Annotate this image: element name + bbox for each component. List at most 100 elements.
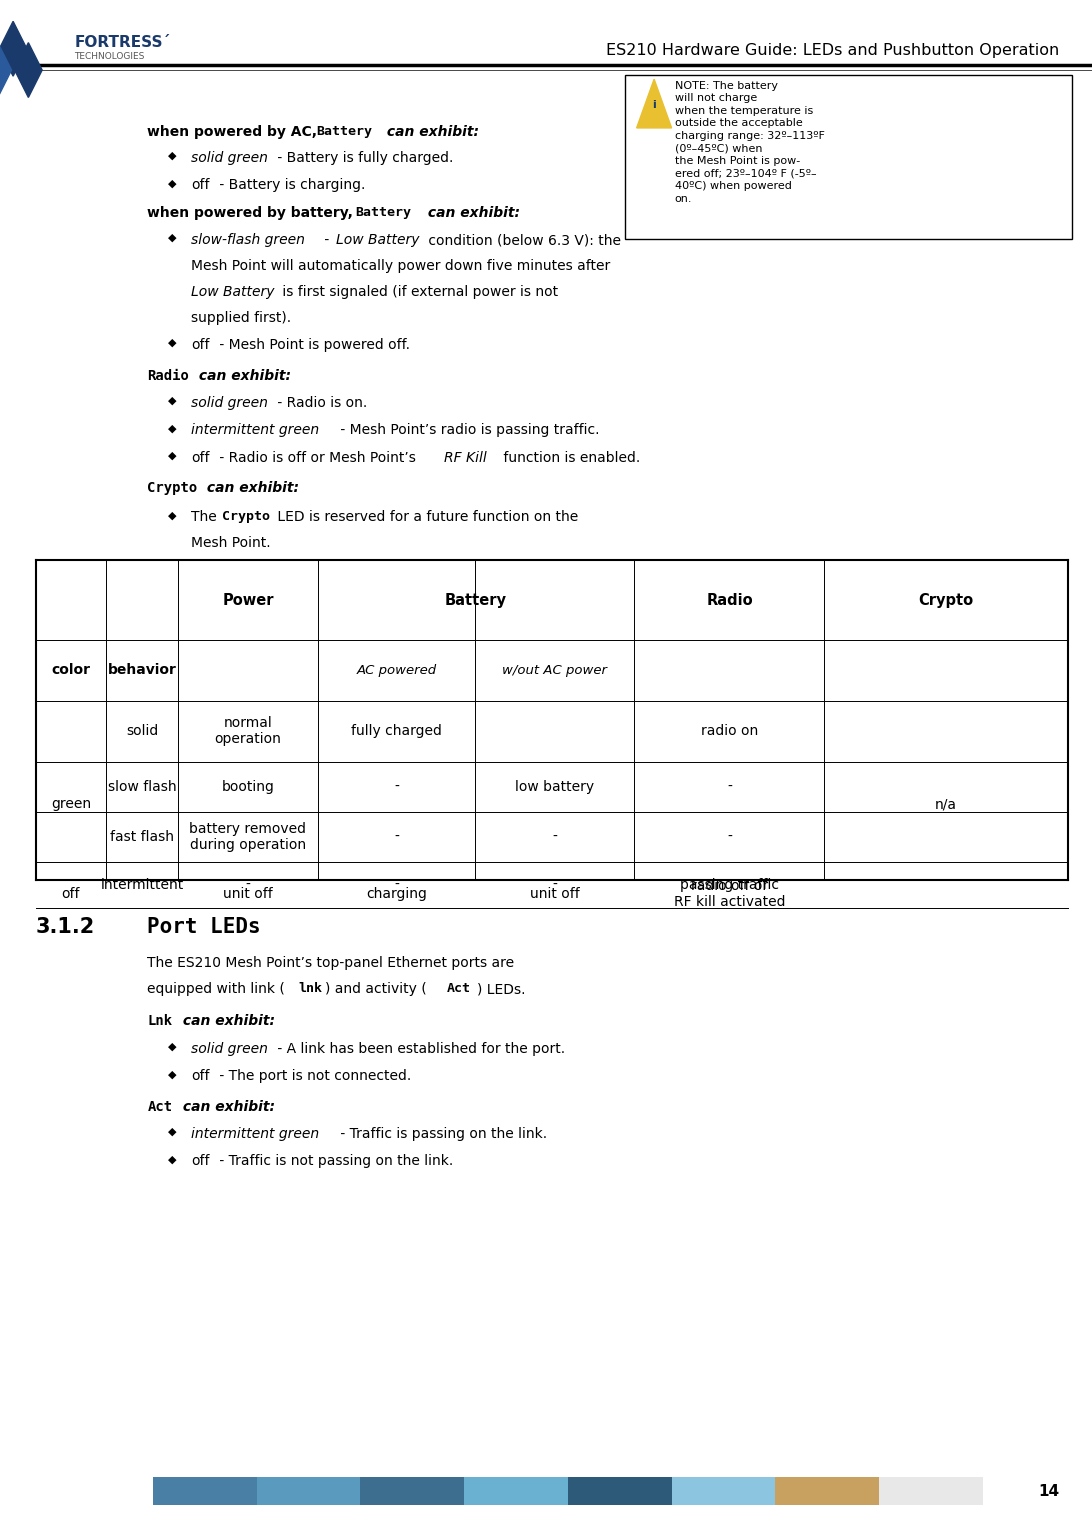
Text: when powered by AC,: when powered by AC, bbox=[147, 125, 322, 139]
Text: 3.1.2: 3.1.2 bbox=[36, 917, 95, 937]
Text: supplied first).: supplied first). bbox=[191, 311, 292, 324]
Text: Mesh Point will automatically power down five minutes after: Mesh Point will automatically power down… bbox=[191, 259, 610, 273]
Text: - Traffic is not passing on the link.: - Traffic is not passing on the link. bbox=[215, 1154, 453, 1168]
Text: when powered by battery,: when powered by battery, bbox=[147, 206, 358, 219]
Text: TECHNOLOGIES: TECHNOLOGIES bbox=[74, 52, 144, 61]
Text: intermittent green: intermittent green bbox=[191, 423, 319, 437]
Text: unit off: unit off bbox=[223, 886, 273, 902]
Text: - Radio is on.: - Radio is on. bbox=[273, 396, 367, 410]
FancyBboxPatch shape bbox=[568, 1477, 672, 1505]
Text: off: off bbox=[191, 451, 210, 465]
Text: - Mesh Point is powered off.: - Mesh Point is powered off. bbox=[215, 338, 411, 352]
Text: Power: Power bbox=[222, 592, 274, 608]
Text: can exhibit:: can exhibit: bbox=[423, 206, 520, 219]
Text: Low Battery: Low Battery bbox=[191, 285, 274, 299]
Text: - Mesh Point’s radio is passing traffic.: - Mesh Point’s radio is passing traffic. bbox=[336, 423, 600, 437]
Text: Lnk: Lnk bbox=[147, 1014, 173, 1028]
Text: ) and activity (: ) and activity ( bbox=[325, 982, 427, 996]
Text: radio on: radio on bbox=[701, 723, 758, 739]
FancyBboxPatch shape bbox=[625, 75, 1072, 239]
Text: solid green: solid green bbox=[191, 396, 268, 410]
Text: ◆: ◆ bbox=[168, 178, 177, 189]
Text: charging: charging bbox=[366, 886, 427, 902]
Text: ◆: ◆ bbox=[168, 1154, 177, 1165]
Text: ◆: ◆ bbox=[168, 338, 177, 349]
Text: Crypto: Crypto bbox=[222, 510, 270, 524]
Text: slow flash: slow flash bbox=[108, 780, 176, 793]
Text: Radio: Radio bbox=[707, 592, 752, 608]
Text: equipped with link (: equipped with link ( bbox=[147, 982, 285, 996]
Text: i: i bbox=[652, 101, 656, 110]
Text: - A link has been established for the port.: - A link has been established for the po… bbox=[273, 1042, 566, 1055]
Text: behavior: behavior bbox=[107, 663, 177, 678]
Text: - The port is not connected.: - The port is not connected. bbox=[215, 1069, 412, 1083]
Text: - Battery is charging.: - Battery is charging. bbox=[215, 178, 366, 192]
FancyBboxPatch shape bbox=[464, 1477, 568, 1505]
Text: AC powered: AC powered bbox=[356, 664, 437, 676]
Text: Battery: Battery bbox=[446, 592, 507, 608]
Text: Low Battery: Low Battery bbox=[336, 233, 419, 247]
Polygon shape bbox=[14, 43, 43, 97]
Text: off: off bbox=[191, 338, 210, 352]
Text: off: off bbox=[191, 1154, 210, 1168]
Text: off: off bbox=[191, 178, 210, 192]
Text: color: color bbox=[51, 663, 91, 678]
Text: ◆: ◆ bbox=[168, 233, 177, 244]
Text: Crypto: Crypto bbox=[918, 592, 974, 608]
Text: low battery: low battery bbox=[515, 780, 594, 793]
Text: -: - bbox=[394, 780, 399, 793]
Text: fully charged: fully charged bbox=[351, 723, 442, 739]
Text: Crypto: Crypto bbox=[147, 481, 198, 495]
Polygon shape bbox=[0, 21, 27, 76]
FancyBboxPatch shape bbox=[672, 1477, 775, 1505]
Text: can exhibit:: can exhibit: bbox=[178, 1100, 275, 1113]
Text: ES210 Hardware Guide: LEDs and Pushbutton Operation: ES210 Hardware Guide: LEDs and Pushbutto… bbox=[606, 43, 1059, 58]
Text: solid: solid bbox=[126, 723, 158, 739]
Text: intermittent green: intermittent green bbox=[191, 1127, 319, 1141]
Text: ◆: ◆ bbox=[168, 1069, 177, 1080]
Text: ◆: ◆ bbox=[168, 1127, 177, 1138]
Text: -: - bbox=[320, 233, 333, 247]
Text: off: off bbox=[191, 1069, 210, 1083]
Text: ◆: ◆ bbox=[168, 510, 177, 521]
Text: ◆: ◆ bbox=[168, 396, 177, 407]
FancyBboxPatch shape bbox=[257, 1477, 360, 1505]
Text: is first signaled (if external power is not: is first signaled (if external power is … bbox=[278, 285, 559, 299]
Text: function is enabled.: function is enabled. bbox=[499, 451, 640, 465]
Text: can exhibit:: can exhibit: bbox=[194, 369, 292, 382]
Text: w/out AC power: w/out AC power bbox=[502, 664, 607, 676]
Text: battery removed
during operation: battery removed during operation bbox=[189, 822, 307, 851]
Text: radio off or
RF kill activated: radio off or RF kill activated bbox=[674, 879, 785, 909]
Text: green: green bbox=[51, 797, 91, 812]
Text: unit off: unit off bbox=[530, 886, 580, 902]
Text: Act: Act bbox=[447, 982, 471, 996]
Text: ◆: ◆ bbox=[168, 423, 177, 434]
Text: - Traffic is passing on the link.: - Traffic is passing on the link. bbox=[336, 1127, 547, 1141]
Text: can exhibit:: can exhibit: bbox=[382, 125, 479, 139]
Text: ◆: ◆ bbox=[168, 1042, 177, 1052]
Text: lnk: lnk bbox=[298, 982, 322, 996]
Text: NOTE: The battery
will not charge
when the temperature is
outside the acceptable: NOTE: The battery will not charge when t… bbox=[675, 81, 824, 204]
Text: ◆: ◆ bbox=[168, 151, 177, 161]
Text: -: - bbox=[394, 877, 399, 892]
Text: LED is reserved for a future function on the: LED is reserved for a future function on… bbox=[273, 510, 579, 524]
FancyBboxPatch shape bbox=[360, 1477, 464, 1505]
Text: -: - bbox=[394, 830, 399, 844]
Text: The ES210 Mesh Point’s top-panel Ethernet ports are: The ES210 Mesh Point’s top-panel Etherne… bbox=[147, 956, 514, 970]
Text: 14: 14 bbox=[1038, 1483, 1059, 1499]
FancyBboxPatch shape bbox=[775, 1477, 879, 1505]
Text: ◆: ◆ bbox=[168, 451, 177, 461]
Polygon shape bbox=[0, 43, 12, 97]
Text: off: off bbox=[62, 886, 80, 902]
Text: slow-flash green: slow-flash green bbox=[191, 233, 305, 247]
Text: Mesh Point.: Mesh Point. bbox=[191, 536, 271, 550]
Text: - Battery is fully charged.: - Battery is fully charged. bbox=[273, 151, 453, 164]
Text: -: - bbox=[727, 830, 732, 844]
Text: - Radio is off or Mesh Point’s: - Radio is off or Mesh Point’s bbox=[215, 451, 420, 465]
Text: passing traffic: passing traffic bbox=[680, 877, 779, 892]
Text: -: - bbox=[553, 830, 557, 844]
Text: can exhibit:: can exhibit: bbox=[202, 481, 299, 495]
Text: -: - bbox=[553, 877, 557, 892]
Text: can exhibit:: can exhibit: bbox=[178, 1014, 275, 1028]
Text: FORTRESS´: FORTRESS´ bbox=[74, 35, 170, 50]
